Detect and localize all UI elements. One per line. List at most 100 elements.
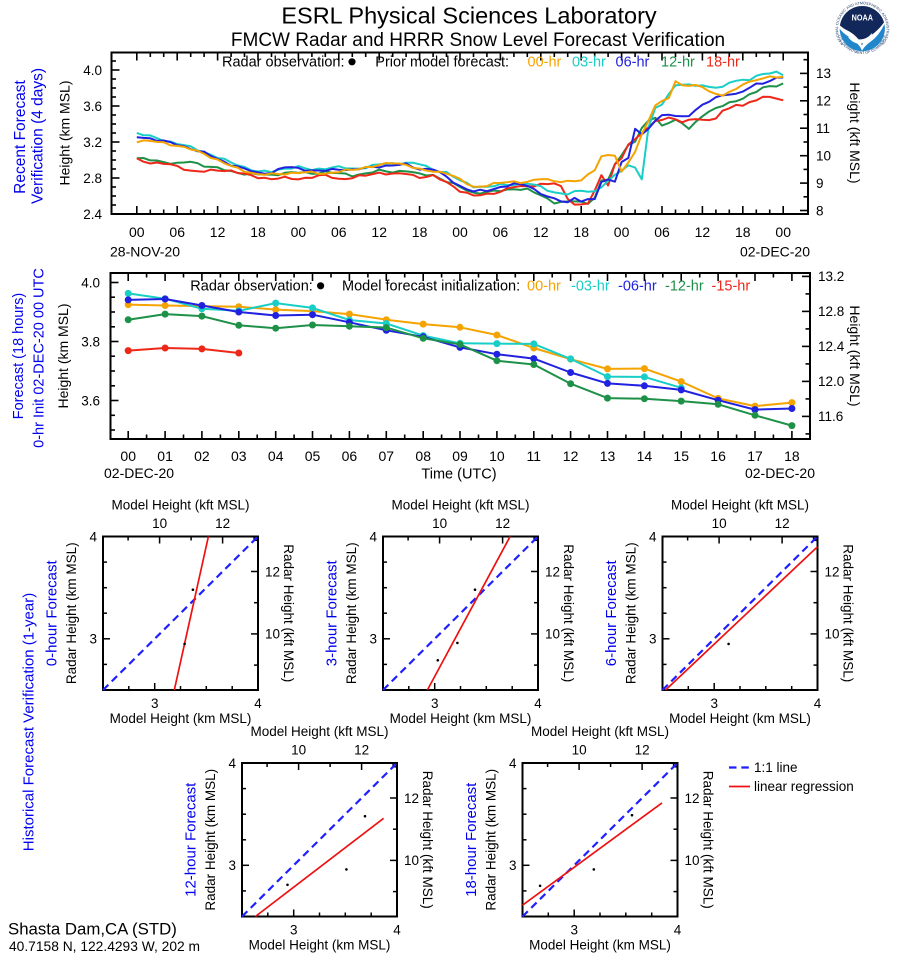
svg-text:12: 12	[371, 224, 387, 240]
svg-text:-06-hr: -06-hr	[618, 279, 657, 295]
svg-text:Model forecast initialization:: Model forecast initialization:	[342, 279, 520, 295]
svg-text:10: 10	[545, 627, 560, 642]
svg-text:Radar observation:: Radar observation:	[190, 279, 313, 295]
svg-text:4.0: 4.0	[81, 275, 100, 290]
svg-text:10: 10	[404, 853, 419, 868]
svg-text:Radar Height (kft MSL): Radar Height (kft MSL)	[420, 771, 435, 909]
svg-text:Shasta Dam,CA (STD): Shasta Dam,CA (STD)	[8, 920, 177, 939]
svg-text:Model Height (km MSL): Model Height (km MSL)	[669, 711, 811, 726]
svg-text:02-DEC-20: 02-DEC-20	[740, 244, 810, 260]
svg-text:12: 12	[816, 94, 831, 109]
svg-text:4: 4	[89, 529, 97, 544]
svg-text:00: 00	[291, 224, 307, 240]
svg-text:02: 02	[194, 448, 210, 464]
svg-text:16: 16	[710, 448, 726, 464]
svg-text:40.7158 N, 122.4293 W, 202 m: 40.7158 N, 122.4293 W, 202 m	[9, 939, 200, 954]
svg-text:Time (UTC): Time (UTC)	[421, 467, 496, 483]
svg-text:00-hr: 00-hr	[528, 55, 562, 71]
svg-text:12: 12	[354, 743, 369, 758]
svg-text:-12-hr: -12-hr	[665, 279, 704, 295]
svg-text:12: 12	[210, 224, 226, 240]
svg-text:Radar Height (kft MSL): Radar Height (kft MSL)	[700, 771, 715, 909]
svg-text:10: 10	[265, 627, 280, 642]
svg-text:3: 3	[89, 632, 97, 647]
svg-text:3: 3	[649, 632, 657, 647]
svg-text:0-hour Forecast: 0-hour Forecast	[43, 559, 60, 666]
svg-text:Radar Height (kft MSL): Radar Height (kft MSL)	[561, 544, 576, 682]
svg-text:Model Height (kft MSL): Model Height (kft MSL)	[671, 498, 809, 513]
svg-text:Model Height (km MSL): Model Height (km MSL)	[529, 938, 671, 953]
svg-text:12: 12	[685, 791, 700, 806]
svg-text:10: 10	[432, 516, 447, 531]
svg-text:00: 00	[120, 448, 136, 464]
svg-text:28-NOV-20: 28-NOV-20	[110, 244, 180, 260]
svg-text:06-hr: 06-hr	[616, 55, 650, 71]
svg-text:18: 18	[784, 448, 800, 464]
svg-text:-15-hr: -15-hr	[712, 279, 751, 295]
svg-text:03-hr: 03-hr	[572, 55, 606, 71]
svg-text:15: 15	[673, 448, 689, 464]
svg-text:03: 03	[231, 448, 247, 464]
svg-text:07: 07	[379, 448, 395, 464]
svg-text:4.0: 4.0	[83, 63, 102, 78]
svg-text:Verification (4 days): Verification (4 days)	[29, 68, 46, 204]
svg-text:4: 4	[534, 696, 542, 711]
svg-text:3: 3	[151, 696, 159, 711]
svg-text:3: 3	[431, 696, 439, 711]
svg-text:17: 17	[747, 448, 763, 464]
svg-text:Radar Height (kft MSL): Radar Height (kft MSL)	[281, 544, 296, 682]
svg-text:12: 12	[495, 516, 510, 531]
svg-text:Prior model forecast:: Prior model forecast:	[375, 55, 509, 71]
svg-text:Model Height (kft MSL): Model Height (kft MSL)	[111, 498, 249, 513]
svg-text:Forecast (18 hours): Forecast (18 hours)	[11, 293, 27, 420]
svg-text:3.2: 3.2	[83, 135, 102, 150]
svg-text:Model Height (km MSL): Model Height (km MSL)	[249, 938, 391, 953]
svg-text:12-hr: 12-hr	[661, 55, 695, 71]
svg-text:13: 13	[600, 448, 616, 464]
svg-text:Radar observation:: Radar observation:	[222, 55, 345, 71]
svg-text:12: 12	[265, 564, 280, 579]
svg-text:3.6: 3.6	[81, 393, 100, 408]
svg-text:3.6: 3.6	[83, 99, 102, 114]
svg-text:12: 12	[215, 516, 230, 531]
svg-text:10: 10	[685, 853, 700, 868]
svg-text:00: 00	[129, 224, 145, 240]
svg-text:Recent Forecast: Recent Forecast	[12, 79, 29, 193]
svg-text:4: 4	[254, 696, 262, 711]
svg-text:4: 4	[674, 923, 682, 938]
svg-text:0-hr Init 02-DEC-20 00 UTC: 0-hr Init 02-DEC-20 00 UTC	[31, 268, 47, 448]
svg-text:Historical Forecast Verificati: Historical Forecast Verification (1-year…	[20, 593, 37, 851]
svg-text:08: 08	[415, 448, 431, 464]
svg-text:11: 11	[816, 121, 830, 136]
svg-text:NOAA: NOAA	[852, 13, 874, 23]
svg-text:12: 12	[695, 224, 711, 240]
svg-text:12.4: 12.4	[818, 339, 845, 354]
svg-text:8: 8	[816, 203, 824, 218]
svg-text:12.0: 12.0	[818, 374, 844, 389]
svg-text:18: 18	[735, 224, 751, 240]
svg-text:12-hour Forecast: 12-hour Forecast	[183, 782, 200, 897]
svg-text:06: 06	[493, 224, 509, 240]
svg-text:4: 4	[509, 756, 517, 771]
svg-text:Model Height (kft MSL): Model Height (kft MSL)	[391, 498, 529, 513]
svg-text:14: 14	[637, 448, 653, 464]
svg-text:Model Height (kft MSL): Model Height (kft MSL)	[531, 724, 669, 739]
svg-text:Radar Height (kft MSL): Radar Height (kft MSL)	[841, 544, 856, 682]
svg-text:12: 12	[635, 743, 650, 758]
svg-text:12: 12	[545, 564, 560, 579]
svg-text:Radar Height (km MSL): Radar Height (km MSL)	[623, 542, 638, 684]
svg-text:linear regression: linear regression	[754, 779, 854, 794]
svg-text:FMCW Radar and HRRR Snow Level: FMCW Radar and HRRR Snow Level Forecast …	[231, 30, 725, 51]
svg-text:3: 3	[290, 923, 298, 938]
svg-text:3: 3	[228, 858, 236, 873]
svg-text:3: 3	[509, 858, 517, 873]
svg-text:4: 4	[369, 529, 377, 544]
svg-text:11.6: 11.6	[818, 409, 843, 424]
svg-text:18: 18	[250, 224, 266, 240]
svg-text:3: 3	[570, 923, 578, 938]
svg-text:12: 12	[404, 791, 419, 806]
svg-text:ESRL Physical Sciences Laborat: ESRL Physical Sciences Laboratory	[281, 3, 657, 29]
svg-text:1:1 line: 1:1 line	[754, 760, 798, 775]
svg-text:06: 06	[331, 224, 347, 240]
svg-text:Radar Height (km MSL): Radar Height (km MSL)	[203, 769, 218, 911]
